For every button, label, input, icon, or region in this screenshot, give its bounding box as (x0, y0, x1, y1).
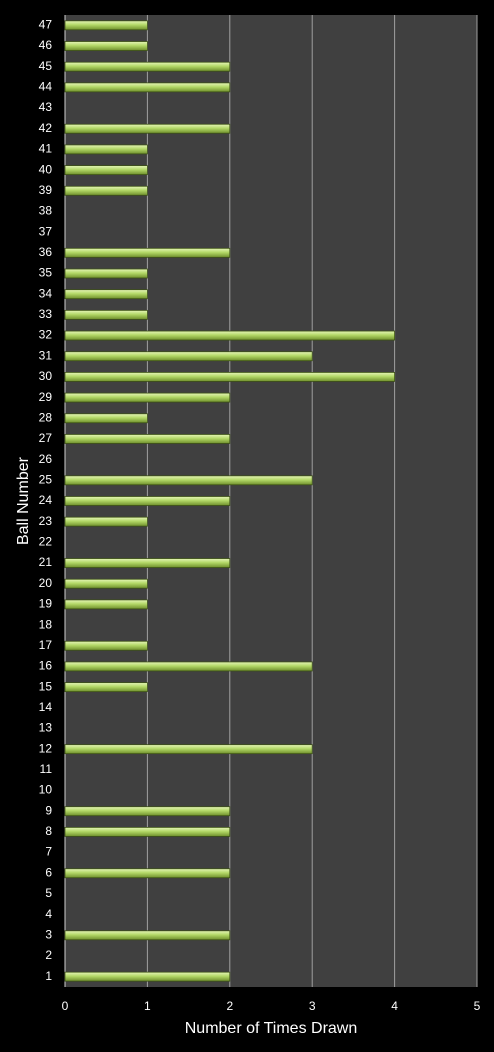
bar (64, 971, 231, 982)
bar (64, 558, 231, 568)
y-tick-label: 14 (39, 700, 53, 714)
bar (64, 41, 148, 51)
y-tick-label: 11 (40, 762, 53, 776)
bar (64, 930, 231, 941)
y-tick-label: 37 (39, 224, 53, 238)
bar (64, 61, 231, 72)
bar (64, 640, 148, 651)
bar (64, 496, 231, 506)
bar (64, 144, 148, 155)
y-tick-label: 27 (39, 431, 53, 445)
y-tick-label: 46 (39, 38, 53, 52)
y-tick-label: 9 (45, 803, 52, 817)
y-tick-label: 24 (39, 493, 53, 507)
bar (64, 516, 148, 527)
bar (64, 20, 148, 31)
bar (64, 661, 313, 672)
y-tick-label: 7 (45, 845, 52, 859)
y-tick-label: 43 (39, 100, 53, 114)
x-axis-title: Number of Times Drawn (185, 1020, 358, 1037)
y-tick-label: 4 (45, 907, 52, 921)
bar (64, 309, 148, 320)
y-tick-label: 47 (39, 18, 53, 32)
y-tick-label: 8 (45, 824, 52, 838)
y-tick-label: 18 (39, 617, 53, 631)
y-tick-label: 16 (39, 659, 53, 673)
bar (64, 123, 231, 134)
y-tick-label: 33 (39, 307, 53, 321)
y-tick-label: 5 (45, 886, 52, 900)
bar (64, 165, 148, 176)
bar (64, 413, 148, 424)
y-tick-label: 36 (39, 245, 53, 259)
bar (64, 599, 148, 610)
y-tick-label: 45 (39, 59, 53, 73)
x-tick-label: 5 (474, 999, 481, 1013)
y-tick-label: 28 (39, 410, 53, 424)
y-tick-label: 23 (39, 514, 53, 528)
y-tick-label: 2 (45, 948, 52, 962)
bar (64, 289, 148, 300)
bar (64, 185, 148, 196)
y-tick-label: 30 (39, 369, 53, 383)
bar (64, 330, 396, 341)
y-tick-label: 40 (39, 162, 53, 176)
y-tick-label: 1 (45, 969, 52, 983)
y-tick-label: 17 (39, 638, 53, 652)
y-tick-label: 3 (45, 927, 52, 941)
bar (64, 806, 231, 817)
y-tick-label: 34 (39, 286, 53, 300)
x-tick-label: 2 (226, 999, 233, 1013)
bar (64, 351, 313, 362)
y-tick-label: 26 (39, 452, 53, 466)
bar (64, 744, 313, 755)
y-tick-label: 41 (39, 142, 53, 156)
bar (64, 372, 396, 382)
bar (64, 82, 231, 93)
bar (64, 247, 231, 258)
y-tick-label: 38 (39, 204, 53, 218)
y-tick-label: 10 (39, 783, 53, 797)
y-tick-label: 32 (39, 328, 53, 342)
y-tick-label: 39 (39, 183, 53, 197)
y-tick-label: 13 (39, 721, 53, 735)
y-tick-label: 12 (39, 741, 53, 755)
x-tick-label: 4 (391, 999, 398, 1013)
y-tick-label: 29 (39, 390, 53, 404)
y-tick-label: 6 (45, 865, 52, 879)
x-tick-label: 0 (62, 999, 69, 1013)
y-tick-label: 22 (39, 535, 53, 549)
bar (64, 868, 231, 879)
y-tick-label: 44 (39, 80, 53, 94)
bar (64, 268, 148, 279)
y-tick-label: 15 (39, 679, 53, 693)
x-tick-label: 1 (144, 999, 151, 1013)
x-tick-label: 3 (309, 999, 316, 1013)
bar (64, 434, 231, 444)
y-tick-label: 42 (39, 121, 53, 135)
bar (64, 392, 231, 403)
y-tick-label: 20 (39, 576, 53, 590)
y-tick-label: 31 (39, 348, 53, 362)
bar (64, 475, 313, 486)
y-tick-label: 21 (39, 555, 53, 569)
bar (64, 682, 148, 693)
y-axis-title: Ball Number (15, 456, 32, 545)
y-tick-label: 35 (39, 266, 53, 280)
y-tick-label: 25 (39, 472, 53, 486)
y-tick-label: 19 (39, 597, 53, 611)
bar (64, 578, 148, 589)
bar (64, 826, 231, 837)
